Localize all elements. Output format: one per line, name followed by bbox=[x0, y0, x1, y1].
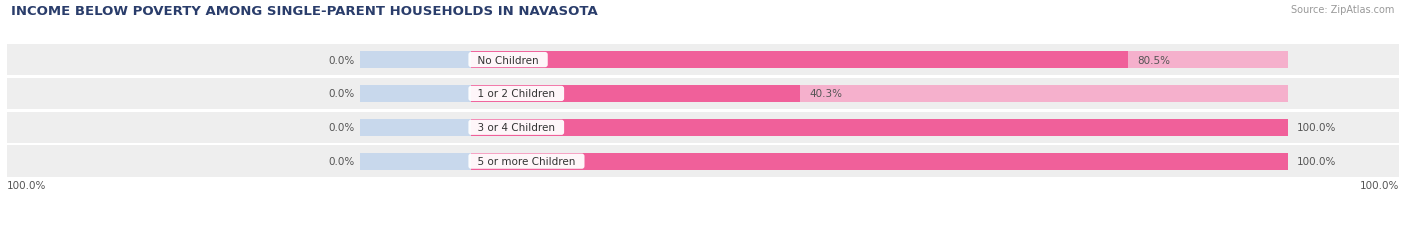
Text: 0.0%: 0.0% bbox=[329, 123, 356, 133]
Bar bbox=[471, 153, 1288, 170]
Bar bbox=[471, 85, 800, 103]
Text: 40.3%: 40.3% bbox=[810, 89, 842, 99]
Bar bbox=[471, 153, 1288, 170]
Bar bbox=[360, 119, 471, 136]
Bar bbox=[7, 112, 1399, 143]
Bar bbox=[471, 52, 1288, 69]
Text: 100.0%: 100.0% bbox=[1296, 156, 1336, 166]
Bar bbox=[360, 85, 471, 103]
Bar bbox=[7, 78, 1399, 110]
Text: 100.0%: 100.0% bbox=[1296, 123, 1336, 133]
Text: 0.0%: 0.0% bbox=[329, 89, 356, 99]
Text: INCOME BELOW POVERTY AMONG SINGLE-PARENT HOUSEHOLDS IN NAVASOTA: INCOME BELOW POVERTY AMONG SINGLE-PARENT… bbox=[11, 5, 598, 18]
Bar bbox=[7, 45, 1399, 76]
Text: 0.0%: 0.0% bbox=[329, 156, 356, 166]
Text: 80.5%: 80.5% bbox=[1137, 55, 1171, 65]
Text: 3 or 4 Children: 3 or 4 Children bbox=[471, 123, 561, 133]
Text: 5 or more Children: 5 or more Children bbox=[471, 156, 582, 166]
Bar bbox=[471, 119, 1288, 136]
Bar bbox=[471, 52, 1129, 69]
Bar bbox=[471, 119, 1288, 136]
Text: 1 or 2 Children: 1 or 2 Children bbox=[471, 89, 561, 99]
Text: 100.0%: 100.0% bbox=[7, 180, 46, 190]
Bar bbox=[471, 85, 1288, 103]
Text: No Children: No Children bbox=[471, 55, 546, 65]
Bar bbox=[360, 153, 471, 170]
Bar bbox=[7, 146, 1399, 177]
Text: Source: ZipAtlas.com: Source: ZipAtlas.com bbox=[1291, 5, 1395, 15]
Text: 0.0%: 0.0% bbox=[329, 55, 356, 65]
Bar bbox=[360, 52, 471, 69]
Text: 100.0%: 100.0% bbox=[1360, 180, 1399, 190]
